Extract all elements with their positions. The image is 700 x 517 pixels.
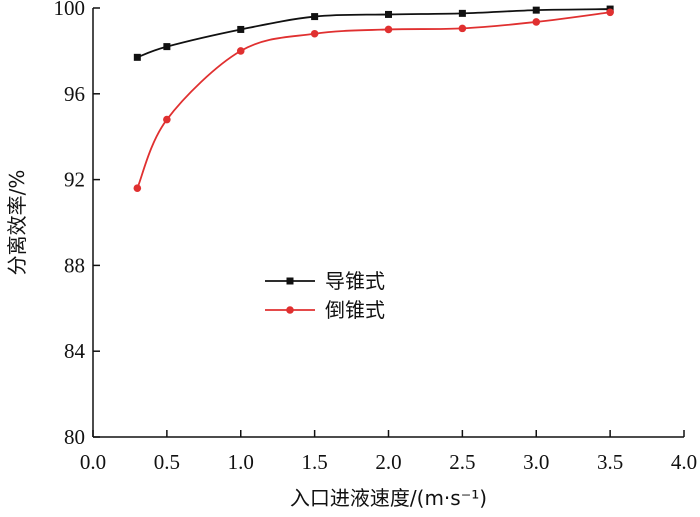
- data-point: [532, 18, 541, 26]
- x-tick-label: 3.5: [597, 450, 623, 474]
- series-layer: [133, 5, 614, 192]
- x-tick-label: 1.5: [302, 450, 328, 474]
- data-point: [310, 29, 319, 38]
- legend-item: 导锥式: [265, 269, 385, 293]
- y-tick-label: 80: [64, 425, 85, 449]
- x-tick-label: 4.0: [671, 450, 697, 474]
- y-tick-label: 92: [64, 168, 85, 192]
- data-point: [532, 6, 540, 14]
- series-line: [136, 11, 611, 189]
- data-point: [458, 9, 466, 17]
- y-ticks: 80 84 88 92 96 100: [54, 0, 100, 449]
- x-tick-label: 2.5: [449, 450, 475, 474]
- data-point: [236, 47, 245, 55]
- data-point: [163, 43, 171, 51]
- data-point: [384, 25, 393, 34]
- legend-marker: [286, 277, 294, 285]
- data-point: [163, 115, 171, 124]
- series-line: [137, 8, 611, 59]
- x-tick-label: 0.0: [80, 450, 106, 474]
- series-1: [133, 8, 614, 192]
- series-0: [133, 5, 614, 61]
- legend-label: 倒锥式: [325, 298, 385, 322]
- y-tick-label: 88: [64, 253, 85, 277]
- x-tick-label: 3.0: [523, 450, 549, 474]
- x-ticks: 0.0 0.5 1.0 1.5 2.0 2.5 3.0 3.5 4.0: [80, 430, 697, 474]
- data-point: [606, 8, 614, 17]
- axes: [92, 8, 684, 438]
- data-point: [385, 10, 392, 18]
- x-tick-label: 0.5: [154, 450, 180, 474]
- y-axis-label: 分离效率/%: [5, 170, 29, 276]
- y-tick-label: 84: [64, 339, 86, 363]
- data-point: [237, 25, 245, 33]
- legend-marker: [286, 306, 294, 314]
- data-point: [133, 184, 142, 192]
- x-tick-label: 2.0: [375, 450, 401, 474]
- x-axis-label: 入口进液速度/(m·s⁻¹): [290, 486, 487, 510]
- data-point: [133, 53, 141, 61]
- data-point: [458, 24, 467, 33]
- data-point: [311, 13, 319, 21]
- y-tick-label: 96: [64, 82, 85, 106]
- legend-item: 倒锥式: [265, 298, 385, 322]
- x-tick-label: 1.0: [228, 450, 254, 474]
- y-tick-label: 100: [54, 0, 86, 20]
- legend-label: 导锥式: [325, 269, 385, 293]
